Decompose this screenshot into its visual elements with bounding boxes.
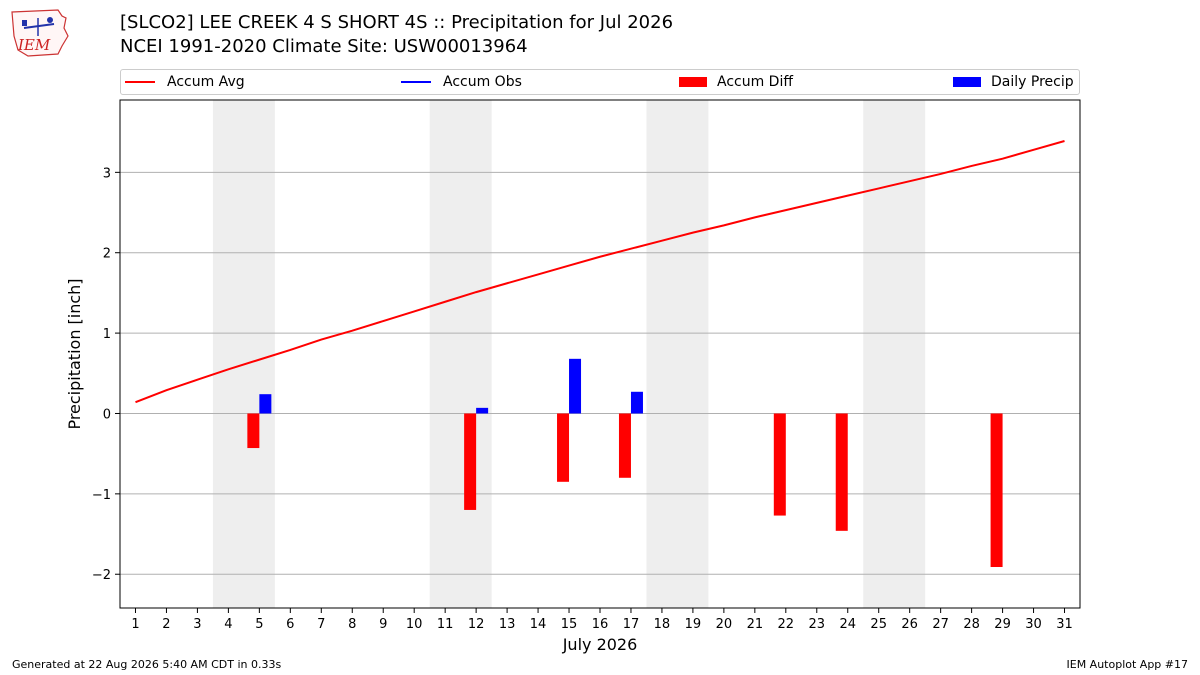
chart-legend: Accum Avg Accum Obs Accum Diff Daily Pre… xyxy=(120,69,1080,95)
x-tick-label: 13 xyxy=(499,617,516,632)
daily-precip-bar xyxy=(630,391,643,414)
x-tick-label: 17 xyxy=(623,617,640,632)
x-tick-label: 11 xyxy=(437,617,454,632)
x-tick-label: 19 xyxy=(685,617,702,632)
accum-obs-swatch xyxy=(401,81,431,83)
weekend-band-4 xyxy=(863,100,926,608)
y-tick-label: 1 xyxy=(103,327,111,342)
legend-label-accum-obs: Accum Obs xyxy=(443,74,522,90)
x-tick-label: 15 xyxy=(561,617,578,632)
x-tick-label: 24 xyxy=(839,617,856,632)
y-tick-label: 3 xyxy=(103,166,111,181)
daily-precip-swatch xyxy=(953,77,981,87)
x-tick-label: 21 xyxy=(747,617,764,632)
accum-diff-swatch xyxy=(679,77,707,87)
x-tick-label: 3 xyxy=(193,617,201,632)
x-tick-label: 28 xyxy=(963,617,980,632)
x-tick-label: 27 xyxy=(932,617,949,632)
x-tick-label: 14 xyxy=(530,617,547,632)
x-tick-label: 4 xyxy=(224,617,232,632)
x-tick-label: 6 xyxy=(286,617,294,632)
legend-item-accum-avg: Accum Avg xyxy=(125,70,245,94)
legend-label-daily-precip: Daily Precip xyxy=(991,74,1074,90)
x-tick-label: 26 xyxy=(901,617,918,632)
accum-diff-bar xyxy=(464,413,477,510)
x-tick-label: 2 xyxy=(162,617,170,632)
accum-diff-bar xyxy=(247,413,260,449)
x-tick-label: 18 xyxy=(654,617,671,632)
x-tick-label: 9 xyxy=(379,617,387,632)
chart-subtitle: NCEI 1991-2020 Climate Site: USW00013964 xyxy=(120,36,528,57)
legend-item-daily-precip: Daily Precip xyxy=(953,70,1074,94)
x-tick-label: 10 xyxy=(406,617,423,632)
accum-diff-bar xyxy=(773,413,786,516)
accum-diff-bar xyxy=(990,413,1003,568)
x-tick-label: 30 xyxy=(1025,617,1042,632)
generated-timestamp: Generated at 22 Aug 2026 5:40 AM CDT in … xyxy=(12,658,282,671)
weekend-band-3 xyxy=(646,100,709,608)
iem-logo: IEM xyxy=(11,9,69,57)
x-tick-label: 31 xyxy=(1056,617,1073,632)
y-tick-label: 2 xyxy=(103,247,111,262)
weekend-band-1 xyxy=(212,100,275,608)
legend-item-accum-obs: Accum Obs xyxy=(401,70,522,94)
x-tick-label: 20 xyxy=(716,617,733,632)
x-tick-label: 7 xyxy=(317,617,325,632)
app-label: IEM Autoplot App #17 xyxy=(1066,658,1189,671)
y-tick-label: −1 xyxy=(92,488,111,503)
y-tick-label: −2 xyxy=(92,568,111,583)
x-tick-label: 25 xyxy=(870,617,887,632)
daily-precip-bar xyxy=(569,358,582,414)
x-tick-label: 16 xyxy=(592,617,609,632)
accum-diff-bar xyxy=(618,413,631,478)
x-tick-label: 5 xyxy=(255,617,263,632)
x-tick-label: 23 xyxy=(809,617,826,632)
accum-avg-line xyxy=(135,140,1065,404)
weekend-band-2 xyxy=(429,100,492,608)
svg-text:IEM: IEM xyxy=(17,36,51,54)
x-tick-label: 8 xyxy=(348,617,356,632)
legend-label-accum-avg: Accum Avg xyxy=(167,74,245,90)
x-tick-label: 12 xyxy=(468,617,485,632)
x-tick-label: 1 xyxy=(131,617,139,632)
legend-label-accum-diff: Accum Diff xyxy=(717,74,794,90)
daily-precip-bar xyxy=(476,407,489,414)
accum-avg-swatch xyxy=(125,81,155,83)
y-tick-label: 0 xyxy=(103,407,111,422)
x-tick-label: 29 xyxy=(994,617,1011,632)
x-axis-label: July 2026 xyxy=(562,635,638,654)
chart-title: [SLCO2] LEE CREEK 4 S SHORT 4S :: Precip… xyxy=(120,12,674,33)
x-tick-label: 22 xyxy=(778,617,795,632)
y-axis-label: Precipitation [inch] xyxy=(65,278,84,429)
daily-precip-bar xyxy=(259,394,272,414)
accum-diff-bar xyxy=(835,413,848,531)
plot-frame xyxy=(119,99,1081,609)
legend-item-accum-diff: Accum Diff xyxy=(679,70,793,94)
accum-diff-bar xyxy=(557,413,570,482)
